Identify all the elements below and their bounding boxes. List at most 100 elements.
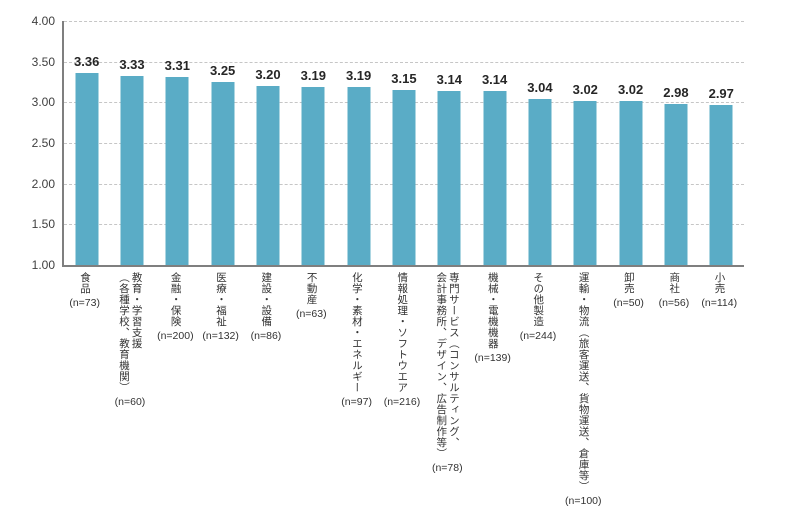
x-tick: 建設・設備 (n=86) [243, 272, 288, 342]
bar-value-label: 3.02 [572, 81, 598, 97]
sample-size-label: (n=244) [519, 330, 557, 342]
x-tick: 医療・福祉 (n=132) [198, 272, 243, 342]
y-tick-label: 1.50 [31, 217, 55, 232]
bar-slot: 3.14 [427, 21, 472, 265]
bar-slot: 3.02 [608, 21, 653, 265]
sample-size-label: (n=78) [431, 462, 463, 474]
bar-slot: 3.14 [472, 21, 517, 265]
sample-size-label: (n=50) [613, 297, 644, 309]
x-tick: 金融・保険 (n=200) [153, 272, 198, 342]
bar-value-label: 3.04 [527, 80, 553, 96]
bar-value-label: 3.31 [164, 58, 190, 74]
bar [709, 104, 733, 265]
category-label: 専門サービス（コンサルティング、 会計事務所、デザイン、広告制作等） [435, 272, 460, 459]
x-tick: 卸売 (n=50) [606, 272, 651, 309]
bar-slot: 3.02 [563, 21, 608, 265]
bar [256, 86, 280, 265]
category-label: 建設・設備 [260, 272, 273, 327]
bar-value-label: 2.98 [663, 85, 689, 100]
bar-slot: 3.31 [155, 21, 200, 265]
bar-slot: 3.19 [291, 21, 336, 265]
y-tick-label: 3.50 [31, 54, 55, 69]
category-label: 卸売 [622, 272, 635, 294]
sample-size-label: (n=97) [341, 396, 372, 408]
x-tick: その他製造 (n=244) [515, 272, 560, 342]
category-label: その他製造 [532, 272, 545, 327]
bars-container: 3.36 3.33 3.31 3.25 3.20 3.19 3.19 3.15 3.14 3.14… [64, 21, 744, 265]
bar [301, 86, 325, 265]
sample-size-label: (n=132) [202, 330, 239, 342]
x-tick: 化学・素材・エネルギー (n=97) [334, 272, 379, 408]
y-tick-label: 1.00 [31, 258, 55, 272]
bar-value-label: 3.36 [74, 54, 100, 70]
bar [483, 90, 507, 265]
x-tick: 不動産 (n=63) [289, 272, 334, 320]
bar-value-label: 3.14 [436, 71, 462, 87]
bar [75, 73, 99, 265]
sample-size-label: (n=63) [295, 308, 327, 320]
y-tick-label: 2.50 [31, 136, 55, 150]
bar-slot: 3.25 [200, 21, 245, 265]
y-tick-label: 2.00 [31, 176, 55, 191]
category-label: 医療・福祉 [214, 272, 227, 327]
category-label: 教育・学習支援 （各種学校、教育機関） [117, 272, 143, 393]
category-label: 商社 [668, 272, 681, 294]
sample-size-label: (n=200) [157, 330, 194, 342]
bar-slot: 2.97 [699, 21, 744, 265]
gridline [64, 61, 744, 63]
bar-slot: 3.33 [109, 21, 154, 265]
bar-slot: 2.98 [653, 21, 698, 265]
bar-slot: 3.04 [517, 21, 562, 265]
bar-value-label: 3.33 [119, 56, 145, 72]
sample-size-label: (n=114) [701, 297, 738, 309]
y-tick-label: 3.00 [31, 95, 55, 110]
plot-area: 3.36 3.33 3.31 3.25 3.20 3.19 3.19 3.15 3.14 3.14… [62, 21, 744, 267]
category-label: 小売 [713, 272, 726, 294]
y-tick-label: 4.00 [31, 14, 55, 28]
bar [573, 100, 597, 265]
x-tick: 機械・電機機器 (n=139) [470, 272, 515, 364]
category-label: 不動産 [305, 272, 318, 305]
sample-size-label: (n=60) [114, 396, 146, 408]
category-label: 運輸・物流（旅客運送、貨物運送、倉庫等） [577, 272, 590, 492]
bar-slot: 3.36 [64, 21, 109, 265]
sample-size-label: (n=139) [474, 352, 511, 364]
bar-value-label: 3.15 [391, 71, 417, 87]
bar-value-label: 3.20 [255, 67, 281, 83]
bar-slot: 3.20 [245, 21, 290, 265]
x-axis-labels: 食品 (n=73) 教育・学習支援 （各種学校、教育機関） (n=60) 金融・保険 (n… [62, 272, 742, 507]
bar [664, 104, 688, 265]
x-tick: 教育・学習支援 （各種学校、教育機関） (n=60) [107, 272, 152, 408]
category-label: 化学・素材・エネルギー [350, 272, 363, 393]
category-label: 情報処理・ソフトウエア [396, 272, 409, 393]
bar [211, 82, 235, 265]
bar-slot: 3.15 [381, 21, 426, 265]
bar [619, 100, 643, 265]
bar-value-label: 3.19 [345, 67, 372, 83]
category-label: 機械・電機機器 [486, 272, 499, 349]
bar-slot: 3.19 [336, 21, 381, 265]
x-tick: 運輸・物流（旅客運送、貨物運送、倉庫等） (n=100) [561, 272, 606, 507]
sample-size-label: (n=216) [383, 396, 421, 408]
bar-value-label: 3.14 [481, 71, 508, 87]
bar-value-label: 3.19 [300, 67, 326, 83]
bar [392, 90, 416, 265]
sample-size-label: (n=86) [250, 330, 282, 342]
bar-value-label: 3.25 [209, 63, 236, 78]
sample-size-label: (n=73) [69, 297, 100, 309]
x-tick: 商社 (n=56) [651, 272, 696, 309]
x-tick: 小売 (n=114) [697, 272, 742, 309]
x-tick: 情報処理・ソフトウエア (n=216) [379, 272, 424, 408]
bar [347, 86, 371, 265]
sample-size-label: (n=56) [658, 297, 690, 309]
bar [437, 90, 461, 265]
category-label: 食品 [78, 272, 91, 294]
bar [165, 77, 189, 265]
gridline [64, 21, 744, 22]
bar-value-label: 2.97 [708, 85, 734, 101]
bar [528, 99, 552, 265]
sample-size-label: (n=100) [565, 495, 602, 507]
x-tick: 専門サービス（コンサルティング、 会計事務所、デザイン、広告制作等） (n=78) [425, 272, 470, 474]
bar-value-label: 3.02 [617, 81, 644, 97]
